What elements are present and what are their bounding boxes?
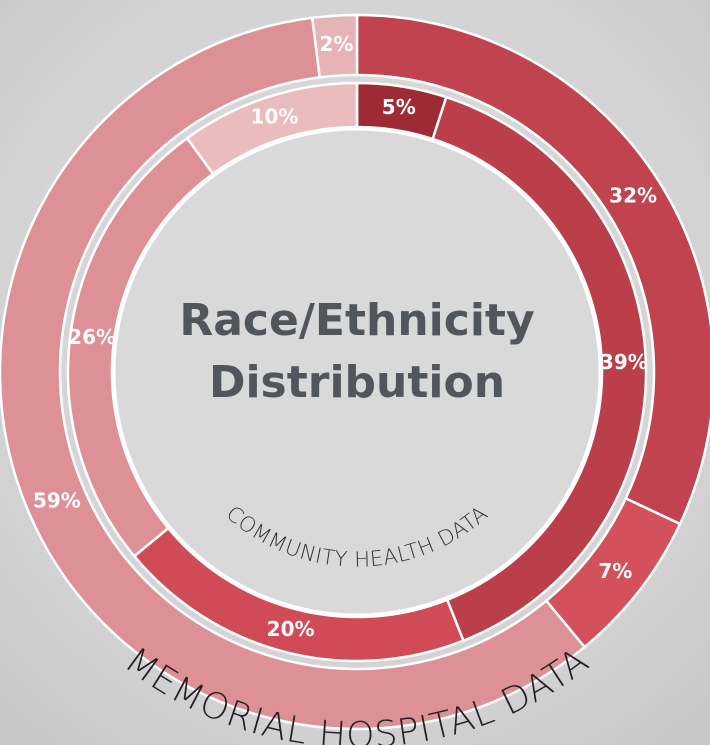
center-disc	[112, 127, 602, 617]
value-label: 10%	[251, 105, 299, 129]
value-label: 59%	[33, 488, 81, 512]
value-label: 2%	[319, 32, 353, 56]
value-label: 7%	[598, 559, 632, 583]
value-label: 26%	[68, 325, 116, 349]
donut-segment	[185, 81, 359, 176]
chart-title: Race/Ethnicity Distribution	[179, 295, 535, 408]
value-label: 32%	[609, 183, 657, 207]
value-label: 39%	[600, 350, 648, 374]
value-label: 5%	[382, 95, 416, 119]
value-label: 20%	[267, 617, 315, 641]
donut-segment	[0, 16, 587, 731]
donut-segment	[310, 13, 359, 79]
